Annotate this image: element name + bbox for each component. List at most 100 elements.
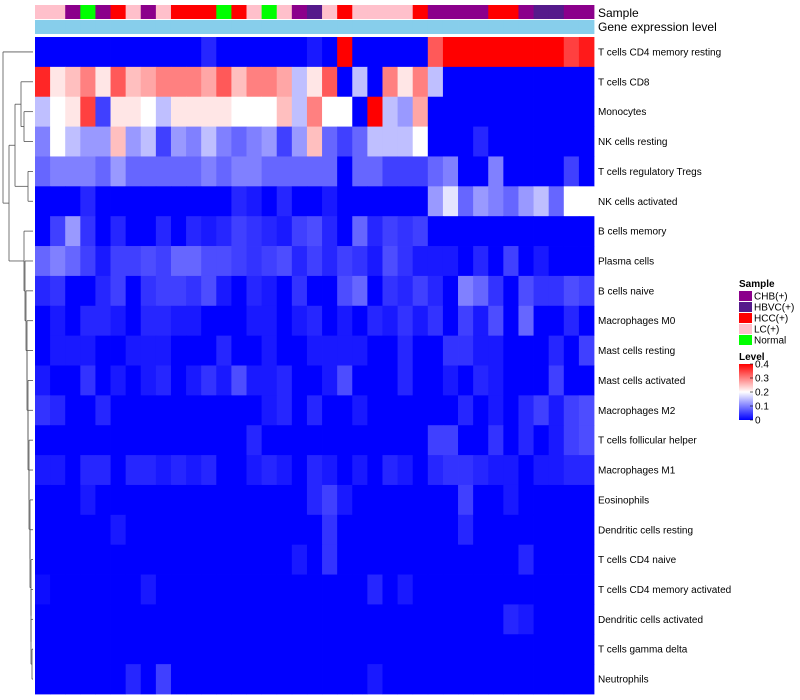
- heatmap-cell: [140, 335, 157, 366]
- heatmap-cell: [337, 514, 353, 546]
- heatmap-cell: [246, 425, 263, 456]
- heatmap-cell: [216, 126, 232, 157]
- heatmap-cell: [518, 96, 534, 127]
- expression-annotation-cell: [155, 20, 172, 34]
- heatmap-cell: [382, 96, 398, 127]
- heatmap-cell: [563, 425, 580, 456]
- heatmap-cell: [155, 156, 172, 187]
- heatmap-cell: [80, 305, 96, 337]
- heatmap-cell: [458, 216, 474, 247]
- heatmap-cell: [201, 156, 217, 187]
- heatmap-cell: [186, 544, 202, 575]
- heatmap-cell: [367, 514, 383, 546]
- heatmap-cell: [518, 574, 534, 605]
- heatmap-cell: [35, 216, 51, 247]
- heatmap-cell: [382, 156, 398, 187]
- heatmap-cell: [291, 664, 308, 695]
- sample-legend-title: Sample: [739, 279, 775, 290]
- heatmap-cell: [186, 395, 202, 426]
- heatmap-cell: [578, 395, 595, 426]
- sample-annotation-cell: [352, 5, 368, 19]
- heatmap-cell: [186, 455, 202, 486]
- heatmap-cell: [276, 66, 293, 98]
- heatmap-cell: [473, 484, 489, 516]
- heatmap-cell: [337, 455, 353, 486]
- heatmap-cell: [246, 365, 263, 396]
- heatmap-cell: [110, 335, 127, 366]
- heatmap-cell: [276, 37, 293, 68]
- heatmap-cell: [261, 335, 278, 366]
- heatmap-cell: [216, 484, 232, 516]
- heatmap-cell: [80, 216, 96, 247]
- heatmap-cell: [306, 66, 323, 98]
- heatmap-cell: [427, 514, 444, 546]
- heatmap-cell: [427, 275, 444, 307]
- heatmap-cell: [50, 484, 66, 516]
- heatmap-cell: [473, 604, 489, 635]
- heatmap-cell: [186, 37, 202, 68]
- row-label: NK cells activated: [598, 197, 677, 208]
- heatmap-cell: [427, 544, 444, 575]
- heatmap-cell: [80, 664, 96, 695]
- heatmap-cell: [110, 186, 127, 217]
- heatmap-cell: [427, 246, 444, 277]
- heatmap-cell: [306, 216, 323, 247]
- heatmap-cell: [473, 275, 489, 307]
- expression-annotation-cell: [397, 20, 414, 34]
- heatmap-cell: [170, 96, 187, 127]
- sample-annotation-cell: [306, 5, 323, 19]
- heatmap-cell: [95, 604, 111, 635]
- expression-annotation-cell: [201, 20, 217, 34]
- heatmap-cell: [276, 395, 293, 426]
- heatmap-cell: [35, 634, 51, 665]
- heatmap-cell: [140, 664, 157, 695]
- heatmap-cell: [291, 514, 308, 546]
- heatmap-cell: [155, 66, 172, 98]
- heatmap-cell: [80, 484, 96, 516]
- sample-legend: Sample CHB(+)HBVC(+)HCC(+)LC(+)Normal: [739, 279, 794, 347]
- heatmap-cell: [155, 365, 172, 396]
- heatmap-cell: [246, 395, 263, 426]
- heatmap-cell: [201, 425, 217, 456]
- heatmap-cell: [322, 246, 338, 277]
- heatmap-cell: [65, 335, 81, 366]
- heatmap-cell: [442, 574, 459, 605]
- heatmap-cell: [412, 275, 429, 307]
- heatmap-cell: [216, 604, 232, 635]
- level-color-bar: [739, 364, 753, 420]
- heatmap-cell: [473, 395, 489, 426]
- heatmap-cell: [155, 574, 172, 605]
- heatmap-cell: [578, 186, 595, 217]
- heatmap-cell: [261, 365, 278, 396]
- heatmap-cell: [125, 66, 142, 98]
- heatmap-cell: [291, 574, 308, 605]
- heatmap-cell: [458, 246, 474, 277]
- heatmap-cell: [412, 305, 429, 337]
- heatmap-cell: [110, 604, 127, 635]
- heatmap-cell: [518, 186, 534, 217]
- row-dendrogram: [2, 51, 33, 680]
- heatmap-cell: [412, 335, 429, 366]
- heatmap-cell: [458, 305, 474, 337]
- heatmap-cell: [246, 664, 263, 695]
- heatmap-cell: [50, 574, 66, 605]
- sample-annotation-bar: [35, 5, 595, 19]
- sample-legend-label: LC(+): [754, 325, 779, 336]
- heatmap-cell: [110, 544, 127, 575]
- heatmap-cell: [216, 574, 232, 605]
- heatmap-cell: [170, 514, 187, 546]
- heatmap-cell: [231, 335, 247, 366]
- heatmap-cell: [95, 425, 111, 456]
- expression-annotation-cell: [503, 20, 519, 34]
- heatmap-cell: [80, 395, 96, 426]
- level-tick-label: 0: [755, 416, 761, 427]
- heatmap-cell: [322, 395, 338, 426]
- heatmap-cell: [412, 126, 429, 157]
- heatmap-cell: [412, 37, 429, 68]
- heatmap-cell: [140, 574, 157, 605]
- heatmap-cell: [382, 574, 398, 605]
- heatmap-cell: [412, 365, 429, 396]
- sample-annotation-cell: [563, 5, 580, 19]
- row-label: Macrophages M2: [598, 406, 676, 417]
- row-label: T cells gamma delta: [598, 645, 688, 656]
